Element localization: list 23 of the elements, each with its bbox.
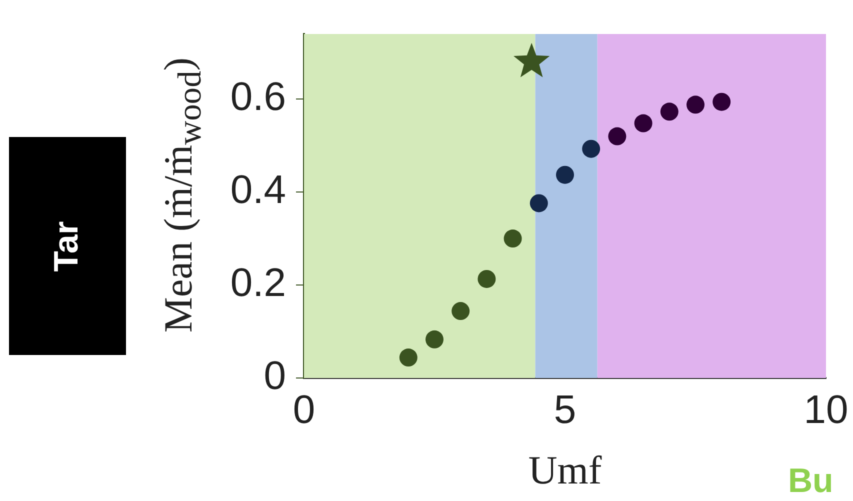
x-tick-label: 10 (804, 388, 848, 432)
text: Bu (788, 462, 834, 501)
point (712, 92, 731, 111)
x-tick-label: 5 (554, 388, 576, 432)
y-tick-label: 0.4 (230, 168, 286, 212)
y-tick-label: 0.2 (230, 261, 286, 306)
y-tick-label: 0.6 (230, 75, 286, 120)
point (686, 96, 704, 114)
x-axis-title: Umf (528, 448, 602, 492)
point (478, 270, 496, 288)
y-tick-label: 0 (264, 354, 286, 398)
point (660, 102, 678, 121)
x-tick-label: 0 (292, 388, 316, 432)
point (399, 348, 418, 367)
point (556, 166, 574, 184)
point (634, 114, 652, 132)
point (452, 302, 470, 320)
point (426, 330, 444, 348)
point (530, 194, 548, 212)
point (608, 127, 626, 146)
point (504, 230, 522, 248)
text: Tar (48, 220, 87, 272)
point (582, 140, 600, 158)
